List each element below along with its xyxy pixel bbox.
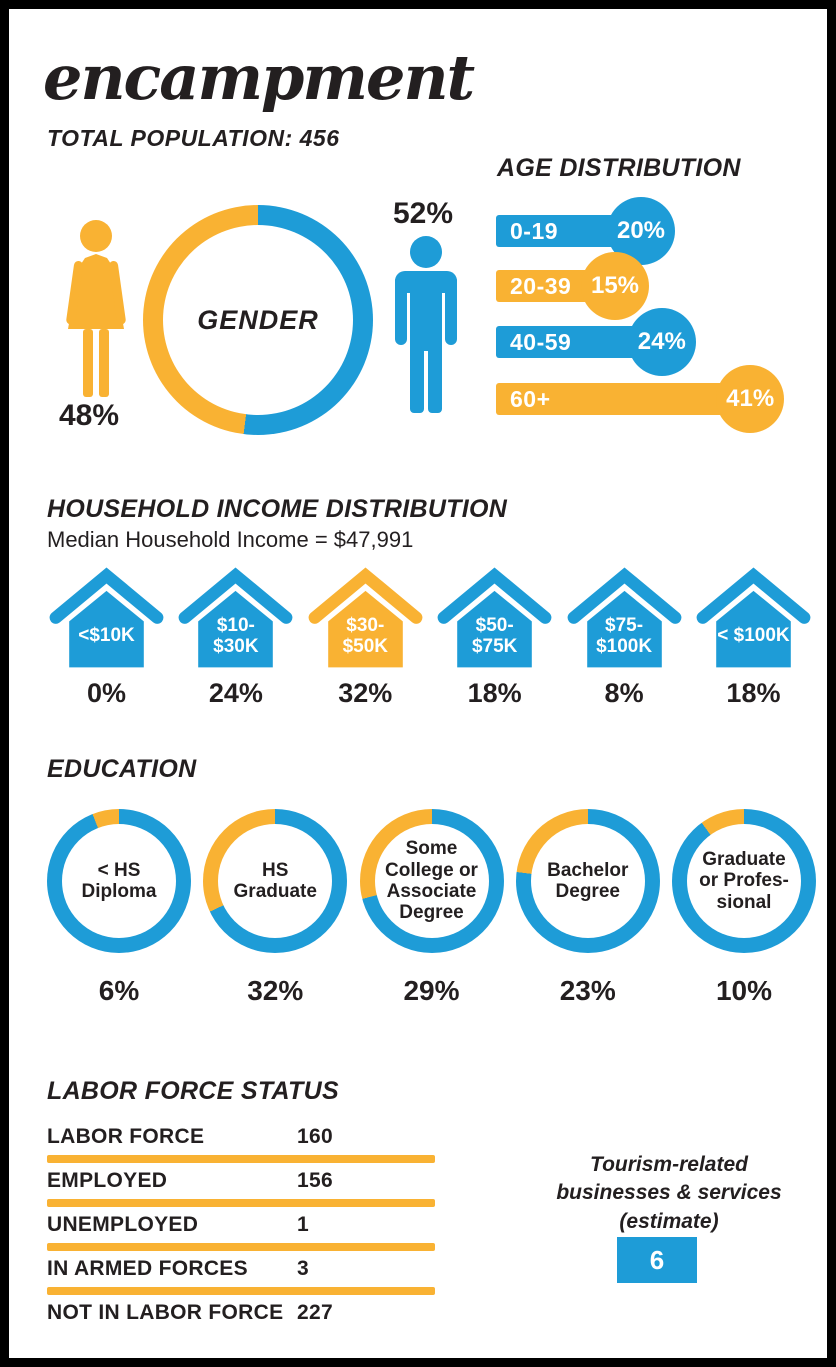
female-percentage: 48% — [59, 399, 120, 432]
gender-donut-chart: GENDER — [143, 205, 373, 435]
income-percentage: 18% — [726, 678, 781, 708]
education-percentage: 6% — [98, 975, 140, 1006]
tourism-label: Tourism-related businesses & services (e… — [556, 1153, 782, 1233]
divider-bar — [47, 1243, 435, 1251]
median-income-label: Median Household Income = $47,991 — [47, 527, 414, 552]
income-bracket-label: < $100K — [717, 625, 790, 647]
labor-row-value: 227 — [297, 1301, 333, 1324]
income-percentage: 32% — [338, 678, 393, 708]
income-percentage: 24% — [208, 678, 263, 708]
income-house-30-50k: $30- $50K 32% — [308, 565, 423, 709]
male-icon — [387, 235, 465, 415]
labor-row-value: 1 — [297, 1213, 309, 1236]
labor-row-label: EMPLOYED — [47, 1169, 168, 1192]
labor-row-value: 3 — [297, 1257, 309, 1280]
house-icon — [178, 567, 293, 668]
education-level-label: HS Graduate — [218, 824, 333, 938]
education-percentage: 32% — [247, 975, 304, 1006]
education-percentage: 23% — [559, 975, 616, 1006]
age-section-title: AGE DISTRIBUTION — [497, 154, 741, 182]
education-section-title: EDUCATION — [47, 755, 197, 783]
income-house-over100k: < $100K 18% — [696, 565, 811, 709]
education-level-label: Bachelor Degree — [530, 824, 645, 938]
education-donuts-row: < HS Diploma 6% HS Graduate 32% Some Col… — [47, 809, 816, 1007]
age-bar: 60+ — [496, 383, 751, 415]
education-level-label: < HS Diploma — [62, 824, 176, 938]
table-row: IN ARMED FORCES 3 — [47, 1255, 435, 1283]
education-donut-less-hs: < HS Diploma 6% — [47, 809, 191, 1007]
donut-ring: HS Graduate — [203, 809, 348, 953]
income-house-75-100k: $75- $100K 8% — [567, 565, 682, 709]
labor-row-label: UNEMPLOYED — [47, 1213, 199, 1236]
female-icon — [57, 219, 135, 409]
income-bracket-label: <$10K — [78, 625, 135, 647]
labor-force-table: LABOR FORCE 160 EMPLOYED 156 UNEMPLOYED … — [47, 1123, 435, 1327]
donut-ring: Some College or Associate Degree — [359, 809, 504, 953]
age-percentage-badge: 41% — [716, 365, 785, 433]
income-percentage: 8% — [604, 678, 644, 708]
table-row: NOT IN LABOR FORCE 227 — [47, 1299, 435, 1327]
labor-row-label: LABOR FORCE — [47, 1125, 205, 1148]
age-percentage-badge: 15% — [581, 252, 649, 320]
donut-ring: Bachelor Degree — [515, 809, 660, 953]
education-donut-bachelor: Bachelor Degree 23% — [515, 809, 660, 1007]
divider-bar — [47, 1287, 435, 1295]
house-icon — [567, 567, 681, 668]
education-percentage: 10% — [715, 975, 773, 1006]
tourism-count-badge: 6 — [617, 1237, 697, 1283]
education-donut-hs-graduate: HS Graduate 32% — [203, 809, 348, 1007]
house-icon — [49, 567, 164, 668]
education-level-label: Graduate or Profes- sional — [687, 824, 801, 938]
education-donut-graduate: Graduate or Profes- sional 10% — [672, 809, 816, 1007]
divider-bar — [47, 1199, 435, 1207]
house-icon — [696, 567, 811, 668]
gender-chart-label: GENDER — [197, 304, 319, 335]
house-icon — [308, 567, 423, 668]
education-level-label: Some College or Associate Degree — [374, 824, 489, 938]
income-percentage: 18% — [467, 678, 522, 708]
income-house-10-30k: $10- $30K 24% — [178, 565, 293, 709]
education-percentage: 29% — [403, 975, 460, 1006]
age-range-label: 20-39 — [510, 272, 572, 299]
age-range-label: 40-59 — [510, 328, 572, 355]
donut-ring: < HS Diploma — [47, 809, 191, 953]
income-section-title: HOUSEHOLD INCOME DISTRIBUTION — [47, 495, 508, 523]
table-row: UNEMPLOYED 1 — [47, 1211, 435, 1239]
male-percentage: 52% — [393, 197, 454, 230]
income-houses-row: <$10K 0% $10- $30K 24% $30- $50K 32% $ — [49, 565, 811, 709]
income-bracket-label: $50- $75K — [471, 614, 518, 657]
divider-bar — [47, 1155, 435, 1163]
income-bracket-label: $75- $100K — [596, 614, 653, 657]
income-percentage: 0% — [86, 678, 127, 708]
income-bracket-label: $30- $50K — [342, 614, 388, 657]
labor-row-value: 156 — [297, 1169, 333, 1192]
donut-ring: Graduate or Profes- sional — [672, 809, 816, 953]
income-house-50-75k: $50- $75K 18% — [437, 565, 552, 709]
age-range-label: 0-19 — [510, 217, 559, 244]
labor-section-title: LABOR FORCE STATUS — [47, 1077, 339, 1105]
table-row: EMPLOYED 156 — [47, 1167, 435, 1195]
page-title: encampment — [43, 41, 475, 114]
labor-row-label: NOT IN LABOR FORCE — [47, 1301, 284, 1324]
income-bracket-label: $10- $30K — [213, 614, 259, 657]
age-percentage-badge: 24% — [627, 308, 696, 376]
house-icon — [437, 567, 552, 668]
labor-row-value: 160 — [297, 1125, 333, 1148]
gender-donut-hole: GENDER — [163, 225, 353, 415]
income-house-under10k: <$10K 0% — [49, 565, 164, 709]
labor-row-label: IN ARMED FORCES — [47, 1257, 248, 1280]
age-range-label: 60+ — [510, 385, 551, 412]
table-row: LABOR FORCE 160 — [47, 1123, 435, 1151]
total-population-label: TOTAL POPULATION: 456 — [47, 125, 340, 151]
education-donut-some-college: Some College or Associate Degree 29% — [359, 809, 504, 1007]
